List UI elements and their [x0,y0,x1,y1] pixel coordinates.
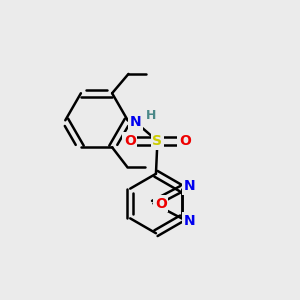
Text: O: O [124,134,136,148]
Text: O: O [155,196,167,211]
Text: N: N [129,115,141,129]
Text: H: H [146,109,156,122]
Text: O: O [179,134,191,148]
Text: S: S [152,134,162,148]
Text: N: N [183,179,195,193]
Text: N: N [183,214,195,228]
